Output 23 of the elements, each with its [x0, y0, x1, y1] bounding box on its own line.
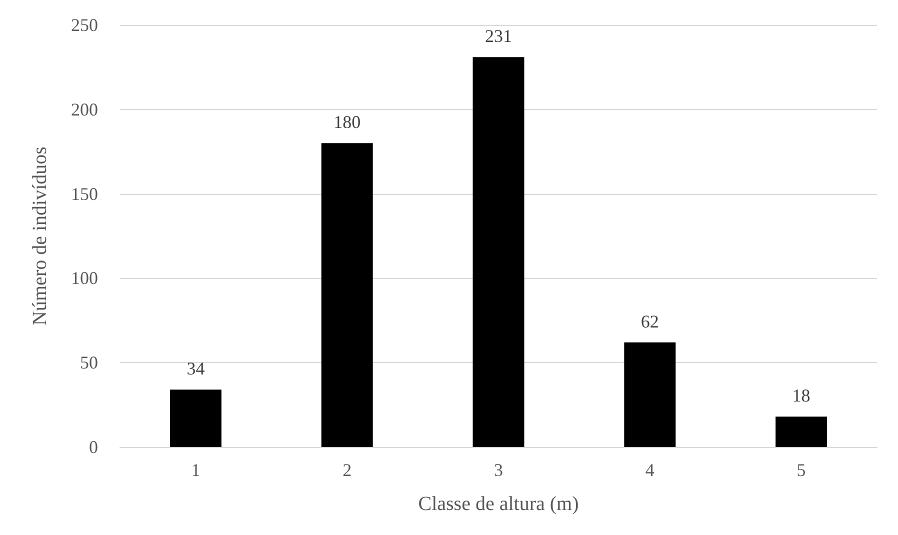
x-tick-label: 4 — [645, 460, 654, 480]
y-tick-label: 50 — [80, 352, 98, 373]
y-tick-label: 0 — [89, 437, 98, 457]
y-tick-label: 150 — [71, 184, 98, 204]
data-label: 62 — [640, 311, 659, 332]
y-tick-label: 200 — [71, 99, 98, 120]
y-tick-label: 100 — [71, 268, 98, 288]
bar — [170, 390, 222, 447]
x-axis-title: Classe de altura (m) — [418, 493, 579, 515]
data-label: 231 — [485, 26, 512, 46]
data-label: 34 — [186, 358, 205, 379]
data-label: 18 — [792, 386, 810, 406]
x-tick-label: 1 — [191, 460, 200, 480]
x-tick-label: 5 — [796, 460, 806, 480]
x-tick-label: 3 — [494, 460, 503, 480]
y-tick-label: 250 — [71, 15, 98, 35]
bar — [776, 416, 828, 447]
data-label: 180 — [334, 112, 361, 132]
y-axis-title: Número de indivíduos — [29, 146, 51, 326]
x-tick-label: 2 — [342, 460, 352, 480]
bar — [472, 57, 524, 447]
bar — [624, 342, 676, 447]
bar — [321, 143, 373, 447]
